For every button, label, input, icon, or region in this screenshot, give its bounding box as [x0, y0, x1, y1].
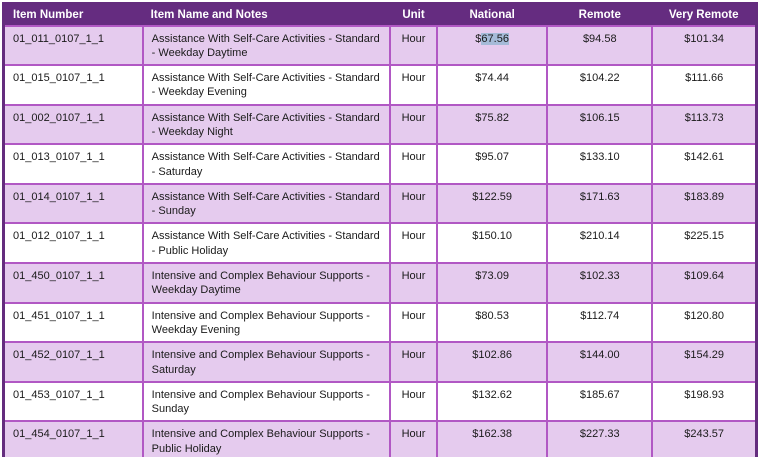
table-header: Item Number Item Name and Notes Unit Nat…: [3, 3, 757, 26]
remote-price-cell[interactable]: $171.63: [546, 182, 654, 225]
very-remote-price-cell[interactable]: $243.57: [651, 420, 758, 457]
remote-price-cell[interactable]: $106.15: [546, 103, 654, 146]
table-row: 01_454_0107_1_1 Intensive and Complex Be…: [2, 420, 758, 457]
unit-cell[interactable]: Hour: [388, 222, 439, 265]
national-price-cell[interactable]: $80.53: [436, 301, 549, 344]
remote-price-cell[interactable]: $102.33: [546, 262, 654, 304]
column-header-unit: Unit: [390, 3, 438, 26]
remote-price-cell[interactable]: $227.33: [546, 420, 654, 457]
item-number-cell[interactable]: 01_015_0107_1_1: [2, 64, 144, 106]
unit-cell[interactable]: Hour: [388, 341, 439, 383]
table-row: 01_002_0107_1_1 Assistance With Self-Car…: [2, 103, 758, 146]
item-number-cell[interactable]: 01_454_0107_1_1: [2, 420, 144, 457]
unit-cell[interactable]: Hour: [388, 262, 439, 304]
unit-cell[interactable]: Hour: [388, 301, 439, 344]
remote-price-cell[interactable]: $185.67: [546, 380, 654, 423]
very-remote-price-cell[interactable]: $111.66: [651, 64, 758, 106]
remote-price-cell[interactable]: $94.58: [546, 24, 654, 67]
table-row: 01_013_0107_1_1 Assistance With Self-Car…: [2, 143, 758, 185]
table-row: 01_012_0107_1_1 Assistance With Self-Car…: [2, 222, 758, 265]
item-name-cell[interactable]: Assistance With Self-Care Activities - S…: [141, 103, 392, 146]
national-price-cell[interactable]: $132.62: [436, 380, 549, 423]
item-number-cell[interactable]: 01_451_0107_1_1: [2, 301, 144, 344]
national-price-cell[interactable]: $67.56: [436, 24, 549, 67]
unit-cell[interactable]: Hour: [388, 380, 439, 423]
very-remote-price-cell[interactable]: $101.34: [651, 24, 758, 67]
table-row: 01_453_0107_1_1 Intensive and Complex Be…: [2, 380, 758, 423]
remote-price-cell[interactable]: $104.22: [546, 64, 654, 106]
column-header-very-remote: Very Remote: [652, 3, 757, 26]
item-name-cell[interactable]: Assistance With Self-Care Activities - S…: [141, 222, 392, 265]
item-number-cell[interactable]: 01_012_0107_1_1: [2, 222, 144, 265]
remote-price-cell[interactable]: $133.10: [546, 143, 654, 185]
very-remote-price-cell[interactable]: $198.93: [651, 380, 758, 423]
national-price-cell[interactable]: $150.10: [436, 222, 549, 265]
item-name-cell[interactable]: Assistance With Self-Care Activities - S…: [141, 182, 392, 225]
national-price-cell[interactable]: $73.09: [436, 262, 549, 304]
item-number-cell[interactable]: 01_013_0107_1_1: [2, 143, 144, 185]
table-body: 01_011_0107_1_1 Assistance With Self-Car…: [2, 24, 758, 457]
item-number-cell[interactable]: 01_450_0107_1_1: [2, 262, 144, 304]
remote-price-cell[interactable]: $112.74: [546, 301, 654, 344]
national-price-cell[interactable]: $74.44: [436, 64, 549, 106]
item-name-cell[interactable]: Intensive and Complex Behaviour Supports…: [141, 262, 392, 304]
table-row: 01_450_0107_1_1 Intensive and Complex Be…: [2, 262, 758, 304]
remote-price-cell[interactable]: $144.00: [546, 341, 654, 383]
very-remote-price-cell[interactable]: $142.61: [651, 143, 758, 185]
very-remote-price-cell[interactable]: $225.15: [651, 222, 758, 265]
unit-cell[interactable]: Hour: [388, 64, 439, 106]
table-row: 01_452_0107_1_1 Intensive and Complex Be…: [2, 341, 758, 383]
column-header-remote: Remote: [547, 3, 653, 26]
very-remote-price-cell[interactable]: $154.29: [651, 341, 758, 383]
table-row: 01_015_0107_1_1 Assistance With Self-Car…: [2, 64, 758, 106]
very-remote-price-cell[interactable]: $109.64: [651, 262, 758, 304]
national-price-cell[interactable]: $162.38: [436, 420, 549, 457]
table-row: 01_451_0107_1_1 Intensive and Complex Be…: [2, 301, 758, 344]
text-selection[interactable]: 67.56: [481, 32, 509, 45]
column-header-item-number: Item Number: [3, 3, 143, 26]
header-row: Item Number Item Name and Notes Unit Nat…: [3, 3, 757, 26]
national-price-cell[interactable]: $95.07: [436, 143, 549, 185]
unit-cell[interactable]: Hour: [388, 182, 439, 225]
item-name-cell[interactable]: Assistance With Self-Care Activities - S…: [141, 143, 392, 185]
item-name-cell[interactable]: Intensive and Complex Behaviour Supports…: [141, 341, 392, 383]
very-remote-price-cell[interactable]: $113.73: [651, 103, 758, 146]
column-header-national: National: [437, 3, 548, 26]
currency-symbol: $: [475, 32, 482, 45]
item-number-cell[interactable]: 01_452_0107_1_1: [2, 341, 144, 383]
unit-cell[interactable]: Hour: [388, 24, 439, 67]
table-row: 01_014_0107_1_1 Assistance With Self-Car…: [2, 182, 758, 225]
item-name-cell[interactable]: Assistance With Self-Care Activities - S…: [141, 24, 392, 67]
national-price-cell[interactable]: $102.86: [436, 341, 549, 383]
remote-price-cell[interactable]: $210.14: [546, 222, 654, 265]
table-row: 01_011_0107_1_1 Assistance With Self-Car…: [2, 24, 758, 67]
national-price-cell[interactable]: $122.59: [436, 182, 549, 225]
item-name-cell[interactable]: Intensive and Complex Behaviour Supports…: [141, 301, 392, 344]
unit-cell[interactable]: Hour: [388, 143, 439, 185]
item-name-cell[interactable]: Intensive and Complex Behaviour Supports…: [141, 380, 392, 423]
very-remote-price-cell[interactable]: $183.89: [651, 182, 758, 225]
item-number-cell[interactable]: 01_014_0107_1_1: [2, 182, 144, 225]
very-remote-price-cell[interactable]: $120.80: [651, 301, 758, 344]
unit-cell[interactable]: Hour: [388, 103, 439, 146]
item-number-cell[interactable]: 01_002_0107_1_1: [2, 103, 144, 146]
item-name-cell[interactable]: Assistance With Self-Care Activities - S…: [141, 64, 392, 106]
item-number-cell[interactable]: 01_011_0107_1_1: [2, 24, 144, 67]
national-price-cell[interactable]: $75.82: [436, 103, 549, 146]
unit-cell[interactable]: Hour: [388, 420, 439, 457]
item-number-cell[interactable]: 01_453_0107_1_1: [2, 380, 144, 423]
column-header-item-name: Item Name and Notes: [142, 3, 390, 26]
item-name-cell[interactable]: Intensive and Complex Behaviour Supports…: [141, 420, 392, 457]
